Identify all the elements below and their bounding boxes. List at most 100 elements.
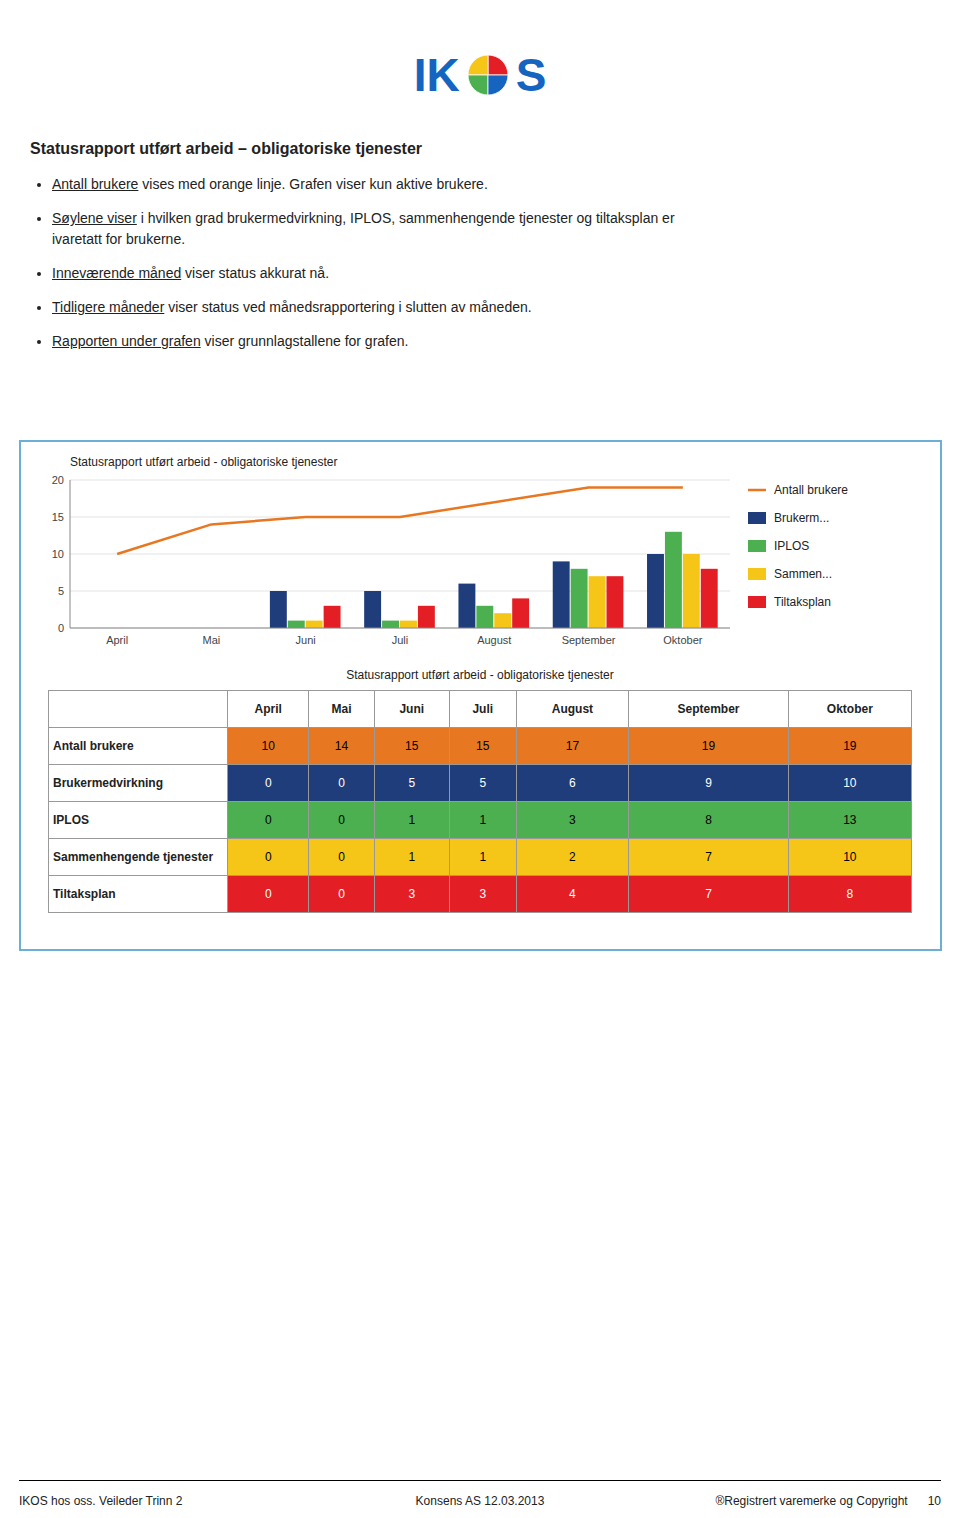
page-title: Statusrapport utført arbeid – obligatori… (30, 140, 930, 158)
x-tick-label: Mai (203, 634, 221, 646)
bar (288, 621, 305, 628)
x-tick-label: April (106, 634, 128, 646)
logo-icon-wedge (488, 55, 508, 75)
table-cell: 9 (629, 765, 788, 802)
table-cell: 6 (516, 765, 629, 802)
y-tick-label: 20 (52, 474, 64, 486)
legend-swatch (748, 596, 766, 608)
bar (476, 606, 493, 628)
bar (571, 569, 588, 628)
table-row: Brukermedvirkning00556910 (49, 765, 912, 802)
bullet-text: viser status ved månedsrapportering i sl… (164, 299, 531, 315)
table-cell: 10 (788, 765, 911, 802)
bullet: Søylene viser i hvilken grad brukermedvi… (52, 208, 930, 249)
bar (364, 591, 381, 628)
table-cell: 0 (309, 876, 374, 913)
legend: Antall brukere Brukerm... IPLOS Sammen... Ti… (748, 483, 848, 609)
bullet-text: viser status akkurat nå. (181, 265, 329, 281)
logo-icon-wedge (468, 55, 488, 75)
legend-label: Antall brukere (774, 483, 848, 497)
legend-label: Sammen... (774, 567, 832, 581)
legend-label: Tiltaksplan (774, 595, 831, 609)
x-axis (70, 628, 730, 629)
legend-swatch (748, 540, 766, 552)
table-cell: 15 (450, 728, 517, 765)
table-cell: 1 (450, 839, 517, 876)
table-cell: 8 (629, 802, 788, 839)
table-cell: 1 (374, 839, 449, 876)
legend-label: Brukerm... (774, 511, 829, 525)
grid-line (70, 628, 730, 629)
bar (589, 576, 606, 628)
y-tick-label: 15 (52, 511, 64, 523)
line (117, 487, 683, 554)
table-row-label: Brukermedvirkning (49, 765, 228, 802)
bullet-lead: Rapporten under grafen (52, 333, 201, 349)
bar (418, 606, 435, 628)
x-tick-label: Juli (392, 634, 409, 646)
table-cell: 0 (228, 765, 309, 802)
bullet-lead: Inneværende måned (52, 265, 181, 281)
table-row: Sammenhengende tjenester00112710 (49, 839, 912, 876)
table-cell: 10 (228, 728, 309, 765)
logo-icon (466, 53, 510, 97)
table-cell: 19 (788, 728, 911, 765)
table-area: Statusrapport utført arbeid - obligatori… (48, 668, 912, 913)
logo-icon-wedge (488, 75, 508, 95)
table-header: Juli (450, 691, 517, 728)
table-cell: 0 (228, 839, 309, 876)
table-cell: 15 (374, 728, 449, 765)
table-row: Antall brukere10141515171919 (49, 728, 912, 765)
x-tick-label: Juni (296, 634, 316, 646)
logo-icon-wedge (468, 75, 488, 95)
logo-text: S (516, 48, 547, 102)
x-tick-label: August (477, 634, 511, 646)
grid-line (70, 591, 730, 592)
table-cell: 3 (374, 876, 449, 913)
legend-label: IPLOS (774, 539, 809, 553)
table-cell: 1 (450, 802, 517, 839)
table-row-label: IPLOS (49, 802, 228, 839)
footer: IKOS hos oss. Veileder Trinn 2Konsens AS… (0, 1476, 960, 1518)
table-cell: 13 (788, 802, 911, 839)
y-tick-label: 5 (58, 585, 64, 597)
x-tick-label: September (562, 634, 616, 646)
y-axis (70, 480, 71, 628)
bullet-lead: Søylene viser (52, 210, 137, 226)
table-title: Statusrapport utført arbeid - obligatori… (48, 668, 912, 682)
chart: Statusrapport utført arbeid - obligatori… (30, 452, 930, 658)
table-cell: 7 (629, 839, 788, 876)
table-cell: 14 (309, 728, 374, 765)
bar (647, 554, 664, 628)
bullet: Inneværende måned viser status akkurat n… (52, 263, 930, 283)
bullet-text: i hvilken grad brukermedvirkning, IPLOS,… (52, 210, 675, 246)
bullet-list: Antall brukere vises med orange linje. G… (30, 174, 930, 352)
table-header: Oktober (788, 691, 911, 728)
table-cell: 19 (629, 728, 788, 765)
chart-title: Statusrapport utført arbeid - obligatori… (70, 455, 337, 469)
marks (117, 487, 718, 628)
bullet-text: vises med orange linje. Grafen viser kun… (138, 176, 487, 192)
table-header-row: AprilMaiJuniJuliAugustSeptemberOktober (49, 691, 912, 728)
table-cell: 0 (228, 876, 309, 913)
bar (270, 591, 287, 628)
table-cell: 0 (228, 802, 309, 839)
table-cell: 3 (516, 802, 629, 839)
table-row-label: Antall brukere (49, 728, 228, 765)
footer-rule (19, 1480, 941, 1481)
table-cell: 17 (516, 728, 629, 765)
bar (701, 569, 718, 628)
table-cell: 10 (788, 839, 911, 876)
legend-swatch (748, 568, 766, 580)
table-header: Juni (374, 691, 449, 728)
table-corner (49, 691, 228, 728)
table-row: IPLOS00113813 (49, 802, 912, 839)
bar (665, 532, 682, 628)
logo: IKS (0, 30, 960, 120)
grid-line (70, 480, 730, 481)
table-cell: 0 (309, 765, 374, 802)
table-header: August (516, 691, 629, 728)
bar (512, 598, 529, 628)
bar (382, 621, 399, 628)
table-header: September (629, 691, 788, 728)
